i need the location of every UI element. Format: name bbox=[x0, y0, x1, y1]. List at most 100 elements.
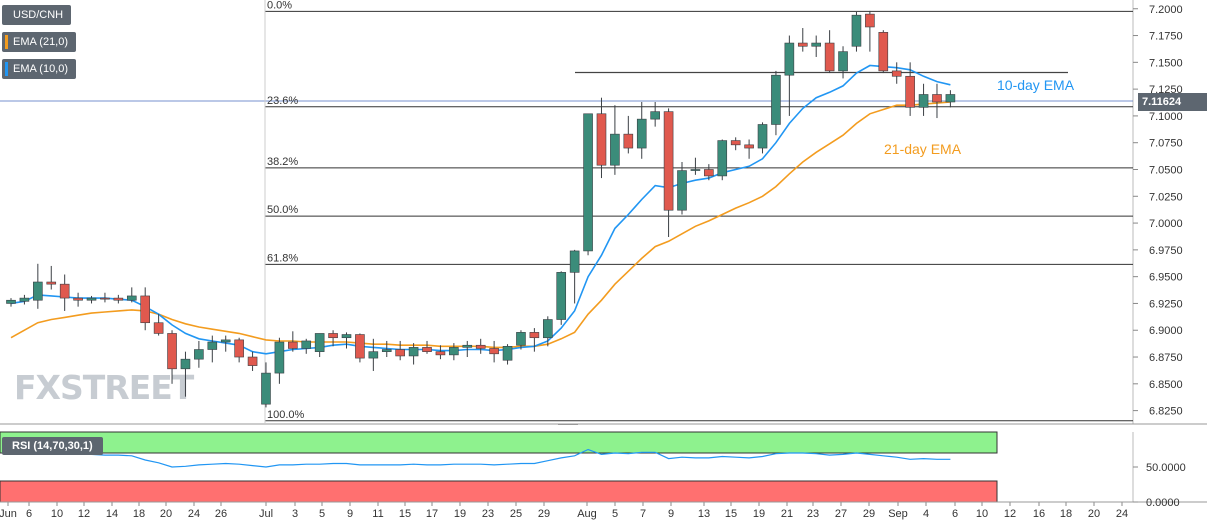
y-tick-label: 6.8500 bbox=[1149, 379, 1183, 391]
candle-body bbox=[932, 94, 942, 103]
candle-body bbox=[583, 113, 593, 252]
candle-body bbox=[6, 299, 16, 304]
ema10-line bbox=[10, 64, 951, 355]
x-tick-label: 9 bbox=[347, 508, 353, 520]
rsi-line bbox=[10, 448, 951, 468]
candle-body bbox=[180, 358, 191, 370]
x-tick-label: 12 bbox=[1004, 508, 1016, 520]
candle-body bbox=[757, 124, 768, 149]
x-tick-label: 4 bbox=[923, 508, 929, 520]
candle-body bbox=[86, 297, 97, 301]
candle-body bbox=[234, 339, 244, 358]
candles bbox=[6, 10, 956, 408]
x-tick-label: 10 bbox=[976, 508, 988, 520]
legend-ema10[interactable]: EMA (10,0) bbox=[2, 59, 77, 79]
candle-body bbox=[449, 347, 459, 356]
y-tick-label: 6.9250 bbox=[1149, 298, 1183, 310]
candle-body bbox=[636, 118, 647, 149]
x-tick-label: 23 bbox=[482, 508, 494, 520]
candle-body bbox=[475, 344, 486, 349]
x-tick-label: 25 bbox=[510, 508, 522, 520]
candle-body bbox=[529, 332, 540, 339]
pane-splitter[interactable] bbox=[558, 424, 578, 432]
x-tick-label: 29 bbox=[538, 508, 550, 520]
symbol-label: USD/CNH bbox=[13, 9, 64, 21]
x-tick-label: 18 bbox=[1060, 508, 1072, 520]
candle-body bbox=[784, 42, 795, 76]
candle-body bbox=[690, 169, 701, 171]
x-tick-label: 16 bbox=[1033, 508, 1045, 520]
ema10-label: EMA (10,0) bbox=[13, 63, 69, 75]
candle-body bbox=[261, 372, 271, 405]
x-tick-label: 20 bbox=[160, 508, 172, 520]
candle-body bbox=[891, 70, 902, 77]
x-tick-label: 27 bbox=[835, 508, 847, 520]
candle-body bbox=[663, 111, 674, 211]
fib-label: 50.0% bbox=[267, 204, 298, 216]
y-tick-label: 7.1750 bbox=[1149, 31, 1183, 43]
rsi-label[interactable]: RSI (14,70,30,1) bbox=[2, 437, 103, 455]
candle-body bbox=[771, 74, 781, 125]
legend-symbol[interactable]: USD/CNH bbox=[2, 5, 72, 25]
y-tick-label: 7.0750 bbox=[1149, 138, 1183, 150]
candle-body bbox=[19, 297, 30, 302]
x-tick-label: 6 bbox=[952, 508, 958, 520]
x-tick-label: 12 bbox=[78, 508, 90, 520]
candle-body bbox=[368, 351, 379, 359]
x-tick-label: 15 bbox=[725, 508, 737, 520]
x-tick-label: 24 bbox=[188, 508, 200, 520]
candle-body bbox=[797, 42, 808, 47]
candle-body bbox=[569, 250, 580, 273]
y-tick-label: 6.9750 bbox=[1149, 245, 1183, 257]
x-tick-label: Aug bbox=[577, 508, 597, 520]
candle-body bbox=[194, 349, 204, 360]
x-tick-label: 29 bbox=[863, 508, 875, 520]
fib-label: 23.6% bbox=[267, 95, 298, 107]
candle-body bbox=[945, 94, 956, 103]
candle-body bbox=[824, 42, 835, 72]
candle-body bbox=[502, 346, 513, 361]
x-tick-label: Jun bbox=[0, 508, 17, 520]
x-tick-label: 19 bbox=[753, 508, 765, 520]
candle-body bbox=[328, 333, 338, 339]
x-tick-label: Sep bbox=[888, 508, 908, 520]
x-tick-label: 21 bbox=[781, 508, 793, 520]
x-tick-label: 11 bbox=[372, 508, 383, 520]
y-axis: 7.20007.17507.15007.12507.10007.07507.05… bbox=[1133, 4, 1183, 418]
candle-body bbox=[153, 322, 164, 334]
x-tick-label: 17 bbox=[426, 508, 438, 520]
candle-body bbox=[516, 332, 526, 346]
annotation-10day-ema: 10-day EMA bbox=[997, 77, 1075, 93]
candle-body bbox=[623, 133, 634, 149]
candle-body bbox=[730, 140, 741, 146]
candle-body bbox=[918, 94, 929, 108]
rsi-panel: 50.0000 0.0000 bbox=[0, 431, 1207, 509]
y-tick-label: 7.1500 bbox=[1149, 57, 1183, 69]
fib-label: 0.0% bbox=[267, 0, 292, 11]
fxstreet-watermark: FXXSTREET bbox=[14, 368, 194, 407]
candle-body bbox=[301, 340, 312, 349]
x-tick-label: 23 bbox=[807, 508, 819, 520]
x-tick-label: 20 bbox=[1088, 508, 1100, 520]
grid bbox=[0, 0, 1207, 425]
candle-body bbox=[744, 144, 754, 149]
y-tick-label: 6.8250 bbox=[1149, 406, 1183, 418]
rsi-oversold-zone bbox=[0, 480, 998, 503]
rsi-tick-label: 0.0000 bbox=[1146, 497, 1180, 509]
candle-body bbox=[556, 272, 567, 320]
candle-body bbox=[650, 111, 660, 120]
legend-ema21[interactable]: EMA (21,0) bbox=[2, 32, 77, 52]
x-tick-label: 24 bbox=[1116, 508, 1128, 520]
candle-body bbox=[73, 297, 83, 301]
fib-label: 38.2% bbox=[267, 156, 298, 168]
x-tick-label: 5 bbox=[612, 508, 618, 520]
candle-body bbox=[33, 281, 43, 301]
candle-body bbox=[838, 51, 848, 72]
fibonacci-levels: 0.0% 23.6% 38.2% 50.0% 61.8% 100.0% bbox=[264, 0, 1133, 424]
x-tick-label: 3 bbox=[292, 508, 298, 520]
candle-body bbox=[865, 13, 875, 28]
candle-body bbox=[46, 281, 57, 285]
annotation-21day-ema: 21-day EMA bbox=[884, 141, 962, 157]
y-tick-label: 6.9500 bbox=[1149, 272, 1183, 284]
